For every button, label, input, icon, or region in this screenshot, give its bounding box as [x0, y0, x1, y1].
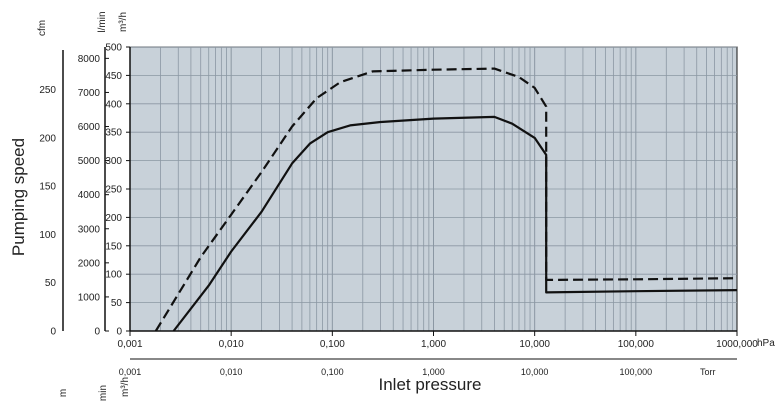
- cfm-unit-label: cfm: [37, 20, 48, 36]
- y-axis-title: Pumping speed: [9, 138, 28, 256]
- m3h-tick-label: 50: [111, 298, 123, 309]
- lmin-tick-label: 4000: [78, 190, 101, 201]
- lmin-tick-label: 3000: [78, 224, 101, 235]
- hpa-tick-label: 0,001: [117, 339, 142, 350]
- m3h-tick-label: 350: [105, 128, 122, 139]
- m3h-tick-label: 300: [105, 156, 122, 167]
- cfm-tick-label: 150: [39, 182, 56, 193]
- cfm-tick-label: 200: [39, 133, 56, 144]
- lmin-tick-label: 6000: [78, 122, 101, 133]
- m3h-tick-label: 0: [116, 327, 122, 338]
- torr-tick-label: 0,001: [119, 367, 142, 377]
- series-line-solid: [172, 115, 738, 332]
- m3h-tick-label: 450: [105, 71, 122, 82]
- torr-tick-label: 10,000: [521, 367, 549, 377]
- cfm-tick-label: 0: [50, 327, 56, 338]
- lmin-tick-label: 2000: [78, 258, 101, 269]
- lmin-unit-label: l/min: [97, 11, 108, 32]
- torr-tick-label: 0,100: [321, 367, 344, 377]
- m3h-tick-label: 500: [105, 43, 122, 54]
- cfm-tick-label: 250: [39, 85, 56, 96]
- m3h-tick-label: 100: [105, 270, 122, 281]
- hpa-tick-label: 100,000: [618, 339, 655, 350]
- m3h-unit-label: m³/h: [118, 12, 129, 32]
- bottom-cfm-unit-clipped: m: [58, 389, 69, 397]
- lmin-tick-label: 0: [94, 327, 100, 338]
- bottom-lmin-unit-clipped: min: [98, 385, 109, 401]
- cfm-tick-label: 50: [45, 278, 57, 289]
- tick-layer: 0501001502002503003504004505000100020003…: [39, 43, 758, 378]
- lmin-tick-label: 7000: [78, 88, 101, 99]
- x-axis-title: Inlet pressure: [379, 375, 482, 394]
- torr-tick-label: 0,010: [220, 367, 243, 377]
- m3h-tick-label: 150: [105, 241, 122, 252]
- lmin-tick-label: 5000: [78, 156, 101, 167]
- hpa-tick-label: 1,000: [421, 339, 446, 350]
- series-layer: [154, 67, 738, 332]
- torr-tick-label: 100,000: [620, 367, 653, 377]
- hpa-tick-label: 0,100: [320, 339, 345, 350]
- hpa-tick-label: 10,000: [519, 339, 550, 350]
- lmin-tick-label: 1000: [78, 292, 101, 303]
- m3h-tick-label: 250: [105, 185, 122, 196]
- torr-unit-label: Torr: [700, 367, 716, 377]
- hpa-unit-label: hPa: [757, 338, 775, 349]
- m3h-tick-label: 400: [105, 99, 122, 110]
- hpa-tick-label: 1000,000: [716, 339, 758, 350]
- torr-tick-label: 1,000: [422, 367, 445, 377]
- bottom-m3h-unit-clipped: m³/h: [120, 377, 131, 397]
- m3h-tick-label: 200: [105, 213, 122, 224]
- hpa-tick-label: 0,010: [219, 339, 244, 350]
- lmin-tick-label: 8000: [78, 54, 101, 65]
- cfm-tick-label: 100: [39, 230, 56, 241]
